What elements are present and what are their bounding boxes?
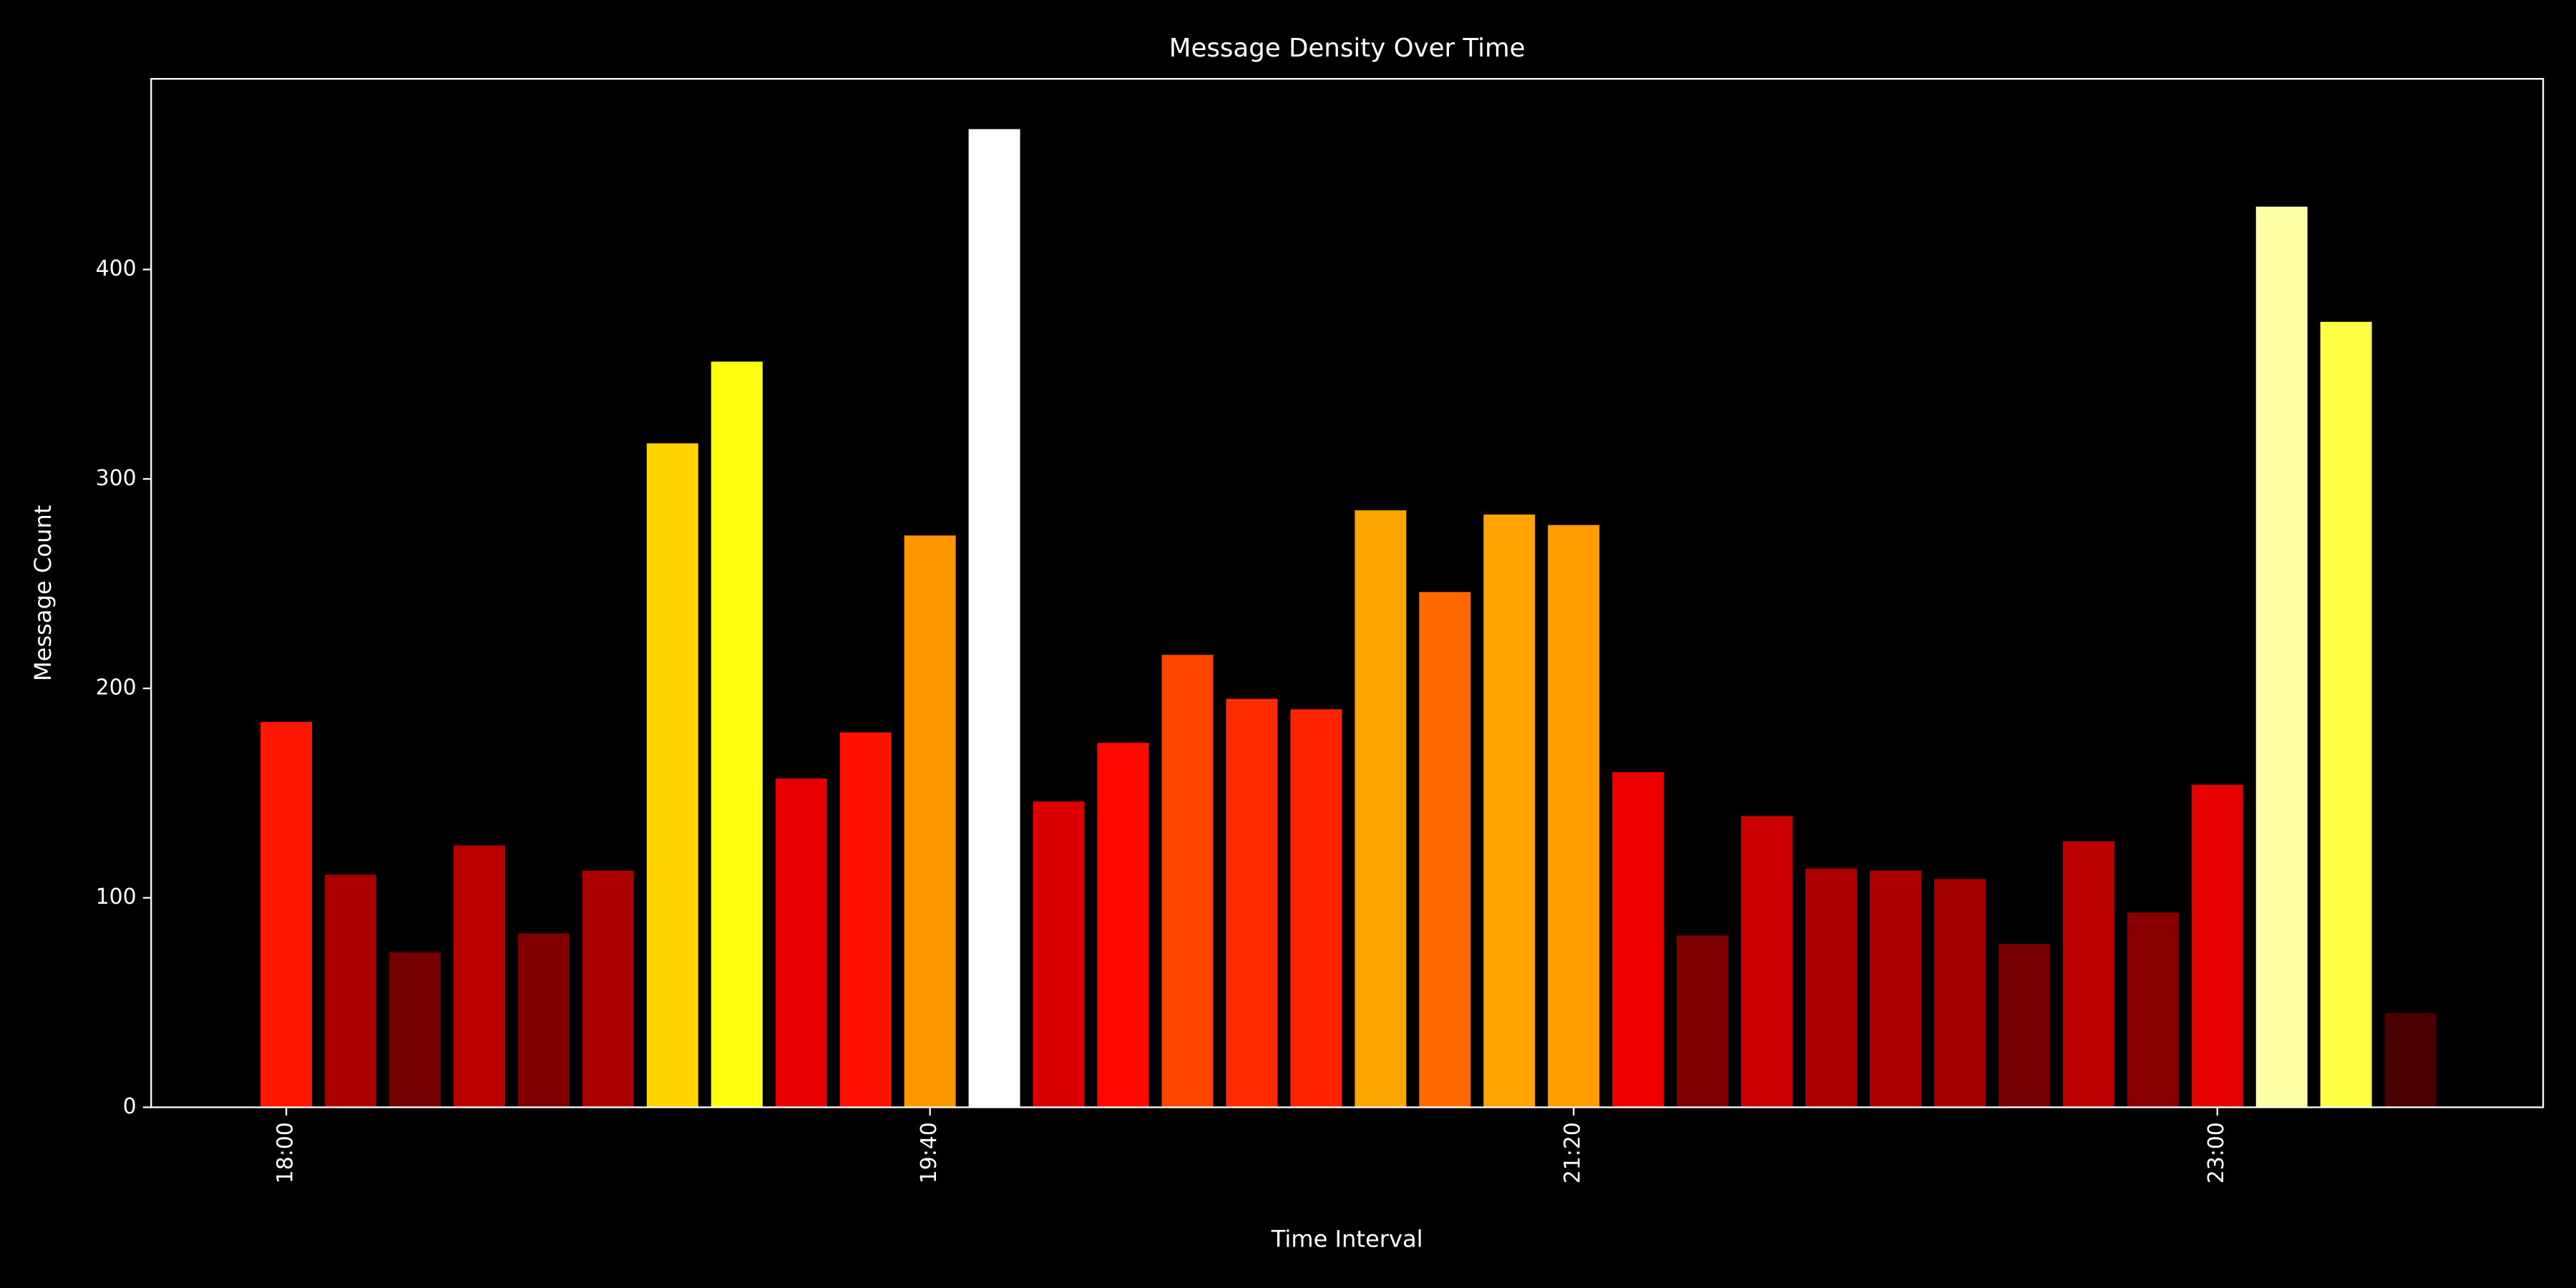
- x-tick-label: 18:00: [273, 1122, 298, 1184]
- bar: [1998, 944, 2050, 1108]
- x-tick-label: 19:40: [917, 1122, 942, 1184]
- bar: [1097, 743, 1149, 1108]
- bar: [646, 443, 698, 1108]
- bar: [1869, 870, 1921, 1108]
- bar: [1419, 592, 1471, 1108]
- bar: [1677, 935, 1729, 1108]
- bar: [325, 874, 377, 1108]
- bar: [2320, 321, 2372, 1108]
- bar: [775, 778, 827, 1108]
- bar: [1161, 655, 1214, 1108]
- y-tick-label: 400: [96, 256, 137, 281]
- bar: [2127, 912, 2179, 1108]
- bar: [454, 845, 505, 1108]
- bar: [260, 721, 313, 1108]
- bar: [2062, 841, 2114, 1108]
- x-axis-label: Time Interval: [1271, 1225, 1423, 1252]
- x-tick-label: 23:00: [2204, 1122, 2229, 1184]
- bar: [1355, 510, 1407, 1108]
- bar: [2255, 206, 2308, 1108]
- bar: [968, 129, 1020, 1108]
- bar: [1290, 709, 1342, 1108]
- bar: [1741, 816, 1793, 1108]
- y-tick-label: 200: [96, 675, 137, 701]
- bar: [1805, 868, 1858, 1108]
- plot-frame: [150, 78, 2545, 1108]
- bar: [1033, 801, 1085, 1108]
- y-tick-label: 0: [123, 1094, 137, 1119]
- bar: [1933, 879, 1986, 1108]
- bar: [1483, 514, 1536, 1108]
- chart-title: Message Density Over Time: [1169, 34, 1526, 63]
- y-tick-label: 100: [96, 884, 137, 909]
- bar: [389, 952, 441, 1108]
- bar: [1548, 525, 1600, 1108]
- bar: [2384, 1013, 2436, 1108]
- bar: [711, 361, 763, 1108]
- bar: [839, 732, 892, 1108]
- y-tick-label: 300: [96, 466, 137, 491]
- bar: [582, 870, 634, 1108]
- bar: [2191, 784, 2243, 1108]
- y-axis-label: Message Count: [29, 505, 57, 681]
- bar: [1612, 772, 1664, 1108]
- bar: [904, 535, 956, 1108]
- bar: [1226, 698, 1278, 1108]
- x-tick-label: 21:20: [1561, 1122, 1586, 1184]
- bar: [517, 933, 570, 1108]
